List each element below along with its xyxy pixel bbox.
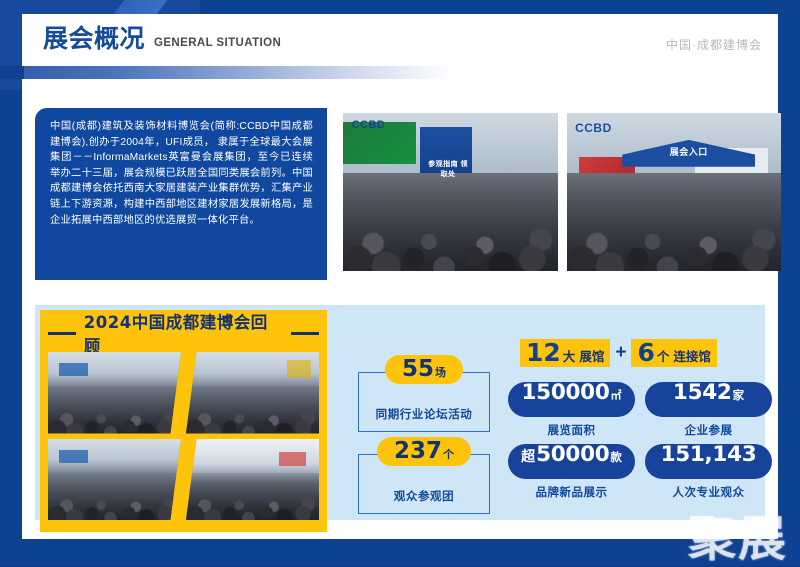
watermark: 聚展 [687, 511, 788, 567]
photo-crowd-heads [186, 386, 319, 434]
stat-forum-activities: 55 场 同期行业论坛活动 [358, 355, 490, 432]
photo-ccbd-logo: CCBD [351, 119, 386, 132]
header-gradient-bar [22, 66, 452, 79]
photo-crowd-heads [48, 386, 181, 434]
review-photo [48, 352, 181, 434]
stat-pill: 150000 ㎡ [508, 382, 635, 417]
stat-number: 237 [393, 438, 443, 464]
stat-pill: 1542 家 [645, 382, 772, 417]
stat-caption: 企业参展 [684, 425, 733, 437]
halls-plus-sign: + [615, 342, 627, 363]
halls-sub-word: 连接馆 [673, 350, 711, 364]
photo-crowd-heads [48, 472, 181, 520]
stat-badge: 237 个 [376, 437, 472, 466]
description-panel: 中国(成都)建筑及装饰材料博览会(简称:CCBD中国成都建博会),创办于2004… [35, 108, 327, 280]
halls-main-unit: 大 [562, 350, 576, 364]
photo-tent-text: 展会入口 [669, 146, 708, 157]
stat-pill: 151,143 [645, 444, 772, 479]
stat-unit: 个 [443, 449, 455, 461]
photo-ccbd-logo: CCBD [575, 120, 612, 135]
header-gradient-cap [0, 66, 24, 79]
stat-unit: ㎡ [610, 390, 622, 402]
stat-caption: 人次专业观众 [672, 487, 745, 499]
review-photo [48, 438, 181, 520]
stat-caption: 观众参观团 [393, 491, 455, 503]
halls-sub-unit: 个 [656, 350, 670, 364]
stat-prefix: 超 [521, 448, 536, 464]
stat-caption: 展览面积 [547, 425, 596, 437]
halls-sub-chunk: 6 个 连接馆 [631, 338, 717, 367]
description-text: 中国(成都)建筑及装饰材料博览会(简称:CCBD中国成都建博会),创办于2004… [50, 121, 313, 226]
photo-signage [279, 451, 306, 467]
stat-pill: 超 50000 款 [508, 444, 635, 479]
stat-number: 50000 [536, 442, 610, 467]
rule-right-decoration [291, 331, 319, 335]
stat-number: 150000 [521, 380, 610, 405]
page-header: 展会概况 GENERAL SITUATION 中国·成都建博会 [22, 14, 778, 66]
stat-new-products: 超 50000 款 品牌新品展示 [508, 444, 635, 500]
review-title-row: 2024中国成都建博会回顾 [48, 313, 319, 356]
photo-sign-text: 参观指南 领取处 [428, 161, 469, 179]
stat-number: 151,143 [660, 442, 757, 467]
photo-entrance-queue: CCBD 参观指南 领取处 [343, 113, 558, 271]
stat-exhibitor-companies: 1542 家 企业参展 [645, 382, 772, 438]
review-card: 2024中国成都建博会回顾 [40, 310, 327, 532]
review-photo [186, 352, 319, 434]
brand-label: 中国·成都建博会 [666, 38, 762, 52]
stat-unit: 场 [435, 367, 447, 379]
review-title: 2024中国成都建博会回顾 [83, 313, 268, 356]
stat-caption: 品牌新品展示 [535, 487, 608, 499]
stat-unit: 款 [610, 452, 622, 464]
halls-sub-number: 6 [637, 338, 655, 367]
stat-caption: 同期行业论坛活动 [375, 409, 473, 421]
photo-crowd-heads [186, 472, 319, 520]
halls-main-word: 展馆 [579, 350, 605, 364]
stat-exhibition-area: 150000 ㎡ 展览面积 [508, 382, 635, 438]
page-title: 展会概况 [43, 24, 146, 53]
photo-signage [287, 360, 312, 379]
photo-expo-entrance: CCBD 展会入口 [566, 113, 781, 271]
stat-number: 55 [401, 356, 435, 382]
stat-visitor-groups: 237 个 观众参观团 [358, 437, 490, 514]
page-subtitle: GENERAL SITUATION [154, 37, 282, 49]
stat-unit: 家 [732, 390, 745, 402]
header-title-group: 展会概况 GENERAL SITUATION [43, 26, 281, 51]
photo-crowd-heads [343, 179, 558, 271]
halls-main-number: 12 [526, 338, 561, 367]
rule-left-decoration [48, 331, 76, 335]
review-photo-grid [48, 352, 319, 520]
photo-green-banner [343, 122, 416, 164]
stat-halls-headline: 12 大 展馆 + 6 个 连接馆 [520, 339, 717, 367]
photo-signage [58, 363, 88, 377]
halls-main-chunk: 12 大 展馆 [520, 338, 611, 367]
stat-badge: 55 场 [384, 355, 464, 384]
stat-number: 1542 [672, 380, 732, 405]
photo-signage [58, 449, 88, 463]
stat-professional-visitors: 151,143 人次专业观众 [645, 444, 772, 500]
photo-crowd-heads [566, 179, 781, 271]
review-photo [186, 438, 319, 520]
photo-strip: CCBD 参观指南 领取处 CCBD 展会入口 [343, 113, 781, 271]
